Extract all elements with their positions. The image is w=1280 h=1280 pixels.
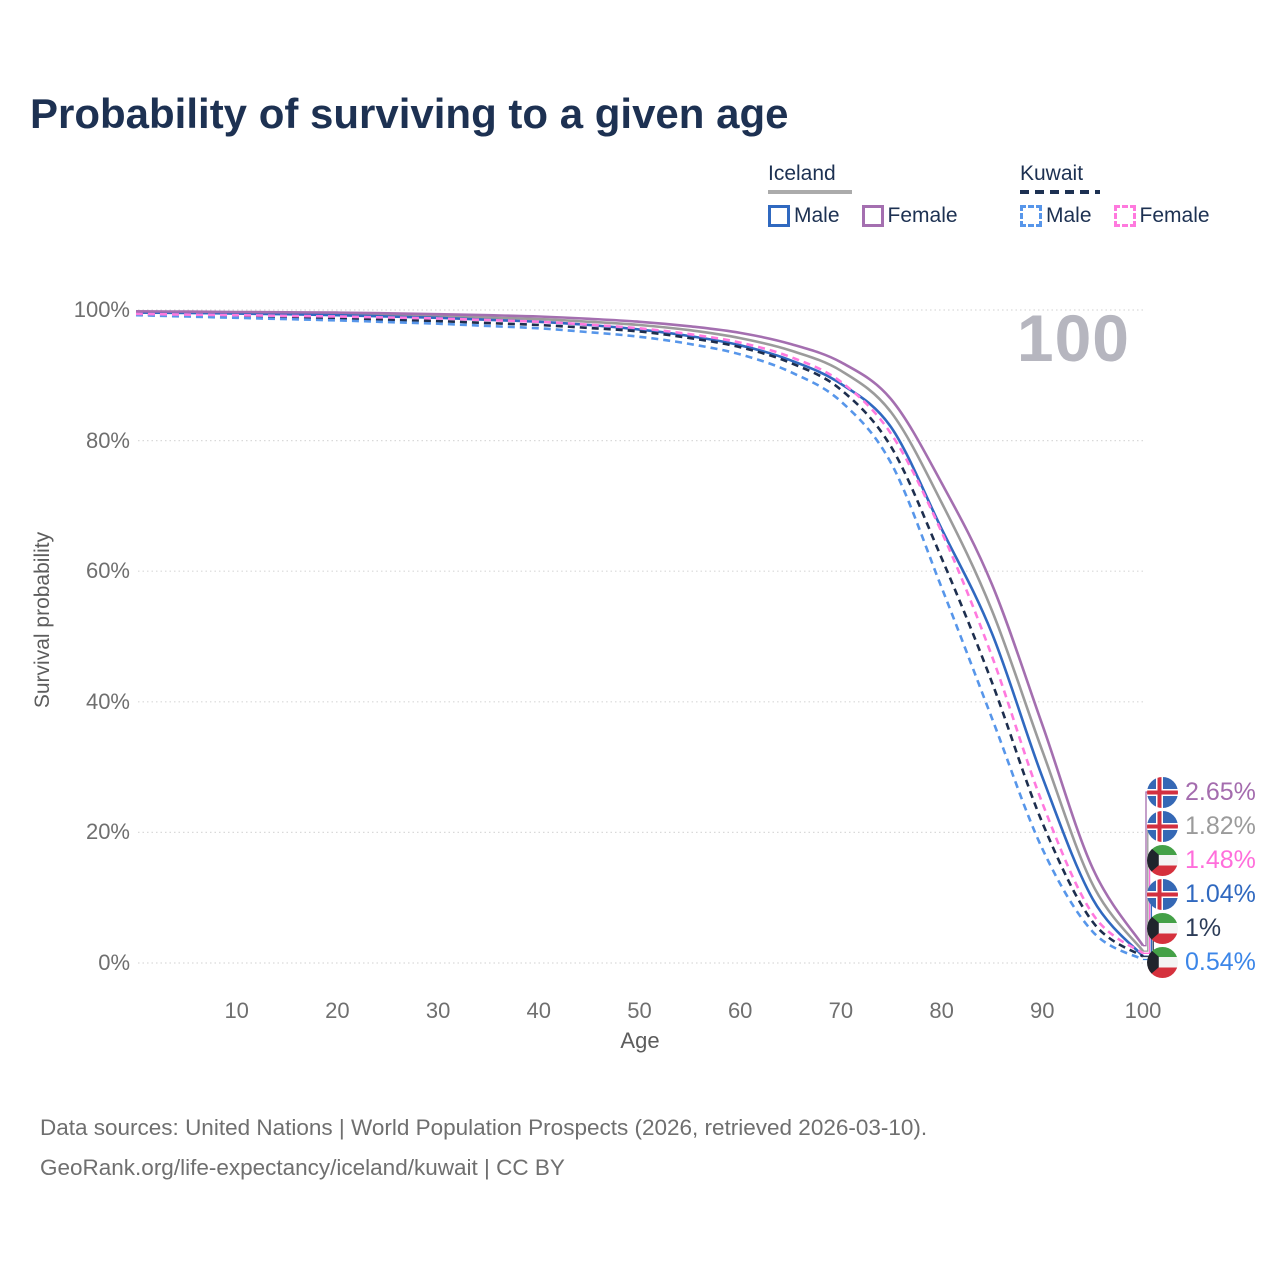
legend-group-kuwait: Kuwait Male Female	[1020, 162, 1210, 228]
iceland-line-style-sample	[768, 190, 852, 194]
legend-heading-kuwait: Kuwait	[1020, 162, 1084, 185]
kuwait-male-swatch-icon	[1020, 205, 1042, 227]
iceland-flag-icon	[1147, 776, 1178, 808]
x-tick-label: 70	[828, 998, 854, 1023]
legend-item-label: Male	[1046, 204, 1092, 227]
end-value-text: 1.48%	[1185, 845, 1256, 874]
kuwait-flag-icon	[1147, 844, 1178, 876]
x-tick-label: 20	[325, 998, 350, 1023]
end-value-label: 1.04%	[1147, 877, 1256, 911]
end-value-label: 0.54%	[1147, 945, 1256, 979]
iceland-flag-icon	[1147, 878, 1178, 910]
data-source-line2: GeoRank.org/life-expectancy/iceland/kuwa…	[40, 1155, 565, 1180]
end-value-text: 1%	[1185, 913, 1222, 942]
x-tick-label: 80	[929, 998, 954, 1023]
age-watermark: 100	[1016, 301, 1130, 375]
end-value-label: 2.65%	[1147, 775, 1256, 809]
end-value-text: 0.54%	[1185, 947, 1256, 976]
iceland-male-swatch-icon	[768, 205, 790, 227]
data-source-note: Data sources: United Nations | World Pop…	[40, 1108, 927, 1188]
legend-item-label: Female	[1139, 204, 1210, 227]
y-axis-title: Survival probability	[31, 531, 54, 709]
end-value-text: 1.04%	[1185, 879, 1256, 908]
iceland-female-swatch-icon	[861, 205, 884, 227]
legend-item-iceland-male[interactable]: Male	[768, 204, 840, 228]
legend-item-label: Male	[794, 204, 840, 227]
legend-item-kuwait-male[interactable]: Male	[1020, 204, 1092, 228]
data-source-line1: Data sources: United Nations | World Pop…	[40, 1115, 928, 1140]
kuwait-flag-icon	[1147, 912, 1178, 944]
y-tick-label: 100%	[73, 297, 130, 322]
series-line-kuwait-male	[135, 313, 1144, 961]
legend-group-iceland: Iceland Male Female	[768, 162, 958, 228]
end-value-label: 1.82%	[1147, 809, 1256, 843]
series-line-iceland-male	[135, 311, 1144, 958]
x-axis-title: Age	[620, 1028, 660, 1053]
end-label-connector	[1143, 791, 1147, 947]
x-tick-label: 100	[1124, 998, 1162, 1023]
series-line-kuwait-all	[135, 313, 1144, 958]
end-value-text: 2.65%	[1185, 777, 1256, 806]
end-value-text: 1.82%	[1185, 811, 1256, 840]
chart-title: Probability of surviving to a given age	[30, 90, 789, 137]
series-line-kuwait-female	[135, 312, 1144, 955]
legend-item-label: Female	[887, 204, 958, 227]
iceland-flag-icon	[1147, 810, 1178, 842]
kuwait-line-style-sample	[1020, 190, 1100, 194]
legend-item-kuwait-female[interactable]: Female	[1113, 204, 1210, 228]
legend-item-iceland-female[interactable]: Female	[861, 204, 958, 228]
y-tick-label: 40%	[85, 688, 130, 714]
end-value-label: 1.48%	[1147, 843, 1256, 877]
x-tick-label: 40	[526, 998, 552, 1023]
series-line-iceland-female	[135, 310, 1145, 947]
x-tick-label: 30	[425, 998, 451, 1023]
y-tick-label: 0%	[98, 950, 130, 975]
y-tick-label: 20%	[85, 819, 130, 845]
legend-heading-iceland: Iceland	[768, 162, 836, 185]
kuwait-female-swatch-icon	[1113, 205, 1136, 227]
kuwait-flag-icon	[1147, 946, 1178, 978]
y-tick-label: 80%	[85, 427, 130, 453]
x-tick-label: 60	[727, 998, 753, 1023]
end-value-label: 1%	[1147, 911, 1221, 945]
x-tick-label: 90	[1030, 998, 1055, 1023]
x-tick-label: 10	[224, 998, 249, 1023]
y-tick-label: 60%	[85, 558, 130, 584]
x-tick-label: 50	[627, 998, 652, 1023]
